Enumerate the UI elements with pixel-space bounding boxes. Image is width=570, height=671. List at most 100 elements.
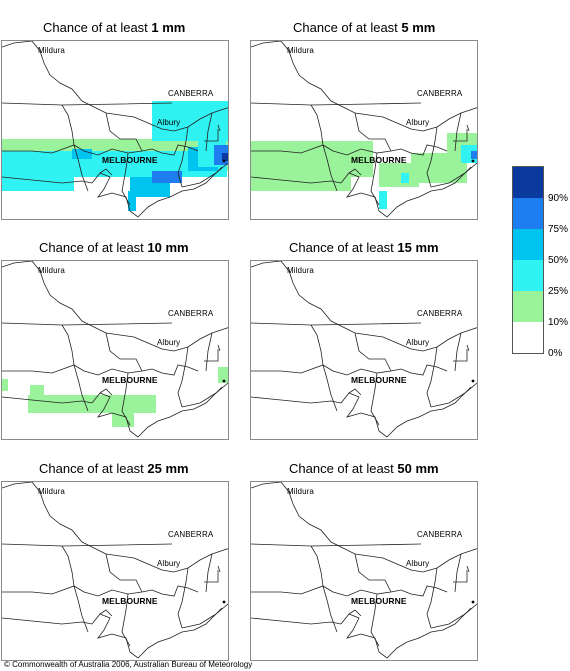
probability-cell (2, 177, 74, 191)
place-label-canberra: CANBERRA (168, 309, 214, 318)
boundary-line (105, 332, 143, 372)
boundary-line (251, 41, 477, 132)
boundary-line (141, 585, 199, 597)
probability-cell (379, 191, 387, 209)
place-label-albury: Albury (406, 118, 430, 127)
boundary-line (466, 344, 470, 352)
victoria-map (2, 41, 228, 218)
boundary-line (251, 543, 422, 547)
map-panel-5mm: Mildura CANBERRA Albury MELBOURNE (250, 40, 478, 220)
victoria-map (251, 261, 477, 438)
probability-cell (72, 149, 92, 159)
boundary-line (251, 617, 342, 625)
boundary-line (251, 396, 342, 404)
boundary-line (204, 129, 219, 142)
probability-cell (152, 101, 228, 141)
victoria-map (251, 41, 477, 218)
legend-label-0: 0% (548, 348, 563, 359)
place-label-canberra: CANBERRA (417, 89, 463, 98)
boundary-line (99, 388, 113, 396)
place-label-mildura: Mildura (38, 266, 65, 275)
place-label-albury: Albury (157, 559, 181, 568)
boundary-line (105, 553, 143, 593)
place-label-mildura: Mildura (287, 46, 314, 55)
place-label-melbourne: MELBOURNE (351, 596, 407, 606)
boundary-line (141, 364, 199, 376)
boundary-line (2, 482, 228, 573)
location-dot (222, 159, 226, 163)
boundary-line (453, 129, 468, 142)
boundary-line (340, 607, 472, 659)
probability-cell (128, 191, 136, 211)
location-dot (471, 600, 475, 604)
boundary-line (354, 112, 392, 152)
map-panel-10mm: Mildura CANBERRA Albury MELBOURNE (1, 260, 229, 440)
legend-label-10: 10% (548, 317, 569, 328)
boundary-line (217, 344, 221, 352)
boundary-line (61, 104, 75, 146)
boundary-line (2, 144, 143, 156)
place-label-melbourne: MELBOURNE (102, 596, 158, 606)
boundary-line (217, 124, 221, 132)
boundary-line (348, 388, 362, 396)
boundary-line (390, 364, 448, 376)
boundary-line (430, 162, 477, 188)
boundary-line (141, 144, 199, 156)
panel-title-25mm: Chance of at least 25 mm (39, 461, 189, 476)
boundary-line (426, 126, 438, 188)
boundary-line (426, 346, 438, 408)
boundary-line (322, 585, 338, 633)
boundary-line (251, 102, 422, 106)
probability-cell (401, 173, 409, 183)
boundary-line (454, 553, 462, 593)
boundary-line (204, 570, 219, 583)
place-label-mildura: Mildura (38, 487, 65, 496)
boundary-line (205, 112, 213, 152)
boundary-line (251, 176, 342, 184)
boundary-line (217, 565, 221, 573)
boundary-line (251, 482, 477, 573)
boundary-line (2, 322, 173, 326)
boundary-line (177, 346, 189, 408)
boundary-line (251, 322, 422, 326)
boundary-line (348, 168, 362, 176)
place-label-mildura: Mildura (38, 46, 65, 55)
place-label-albury: Albury (406, 559, 430, 568)
boundary-line (322, 364, 338, 412)
place-label-melbourne: MELBOURNE (351, 375, 407, 385)
map-panel-15mm: Mildura CANBERRA Albury MELBOURNE (250, 260, 478, 440)
boundary-line (204, 349, 219, 362)
boundary-line (466, 124, 470, 132)
boundary-line (2, 396, 93, 404)
boundary-line (99, 609, 113, 617)
location-dot (222, 600, 226, 604)
place-label-melbourne: MELBOURNE (102, 375, 158, 385)
boundary-line (453, 349, 468, 362)
boundary-line (205, 332, 213, 372)
boundary-line (177, 126, 189, 188)
legend-label-75: 75% (548, 224, 569, 235)
boundary-line (310, 545, 324, 587)
legend-label-25: 25% (548, 286, 569, 297)
probability-cell (222, 153, 228, 161)
boundary-line (73, 364, 89, 412)
boundary-line (181, 382, 228, 408)
boundary-line (348, 609, 362, 617)
probability-cell (471, 151, 477, 159)
boundary-line (91, 386, 223, 438)
boundary-line (453, 570, 468, 583)
boundary-line (105, 112, 143, 152)
boundary-line (340, 166, 472, 218)
boundary-line (251, 144, 392, 156)
panel-title-15mm: Chance of at least 15 mm (289, 240, 439, 255)
probability-cell (28, 395, 156, 413)
boundary-line (177, 567, 189, 629)
boundary-line (354, 553, 392, 593)
victoria-map (2, 482, 228, 659)
boundary-line (310, 104, 324, 146)
boundary-line (2, 364, 143, 376)
boundary-line (2, 261, 228, 352)
legend-swatch-90 (513, 167, 543, 198)
boundary-line (73, 585, 89, 633)
boundary-line (430, 603, 477, 629)
